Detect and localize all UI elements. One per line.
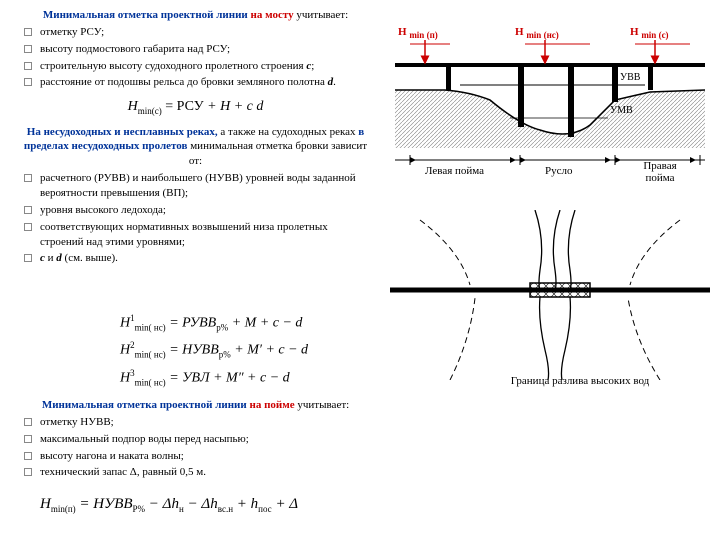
- li-text: соответствующих нормативных возвышений н…: [40, 221, 328, 248]
- li-text: уровня высокого ледохода;: [40, 204, 166, 216]
- fig1-umv: УМВ: [610, 105, 633, 116]
- lbl: H: [515, 26, 524, 38]
- li-text: технический запас Δ, равный 0,5 м.: [40, 466, 206, 478]
- f-tail: + M′ + c − d: [234, 343, 308, 358]
- list-item: максимальный подпор воды перед насыпью;: [24, 432, 373, 447]
- f1-c: + c: [234, 99, 253, 114]
- sec3-a: Минимальная отметка проектной линии: [42, 399, 247, 411]
- sec3-c: учитывает:: [297, 399, 349, 411]
- list-item: соответствующих нормативных возвышений н…: [24, 220, 373, 250]
- f3-s2: вс.н: [218, 504, 233, 514]
- li-text: высоту подмостового габарита над РСУ;: [40, 43, 230, 55]
- lbl-sub: min (нс): [526, 30, 558, 40]
- sec1-title-a: Минимальная отметка проектной линии: [43, 9, 248, 21]
- f-tail: + M″ + c − d: [213, 370, 290, 385]
- li-text: отметку РСУ;: [40, 26, 104, 38]
- f-sub: min( нс): [135, 322, 166, 332]
- f3-t2: − Δh: [188, 496, 218, 512]
- f3-s3: пос: [258, 504, 272, 514]
- sec2-b: а также на судоходных реках: [220, 126, 358, 138]
- li-text: максимальный подпор воды перед насыпью;: [40, 433, 249, 445]
- f-tail: + M + c − d: [232, 316, 303, 331]
- fig1-right: Правая пойма: [630, 160, 690, 184]
- li-text: расчетного (РУВВ) и наибольшего (НУВВ) у…: [40, 172, 356, 199]
- sec1-list: отметку РСУ; высоту подмостового габарит…: [18, 25, 373, 90]
- sec2-a: На несудоходных и несплавных реках,: [27, 126, 218, 138]
- sec1-title-c: учитывает:: [296, 9, 348, 21]
- li-text: ;: [311, 60, 314, 72]
- li-text: высоту нагона и наката волны;: [40, 450, 184, 462]
- fig1-H3: H min (с): [630, 26, 669, 40]
- f-sub: min( нс): [135, 377, 166, 387]
- sec3-b: на пойме: [250, 399, 295, 411]
- f-r: = РУВВ: [169, 316, 216, 331]
- f-lhs: H: [120, 316, 130, 331]
- formula-1: Hmin(с) = РСУ + H + c d: [18, 96, 373, 118]
- sec2-lead: На несудоходных и несплавных реках, а та…: [18, 125, 373, 170]
- f-lhs: H: [120, 343, 130, 358]
- f1-lhs-sub: min(с): [138, 106, 162, 116]
- list-item: высоту нагона и наката волны;: [24, 449, 373, 464]
- lbl-sub: min (п): [409, 30, 437, 40]
- list-item: расчетного (РУВВ) и наибольшего (НУВВ) у…: [24, 171, 373, 201]
- li-text: и: [45, 252, 56, 264]
- li-text: строительную высоту судоходного пролетно…: [40, 60, 304, 72]
- formula-row: Hmin(п) = НУВВP% − Δhн − Δhвс.н + hпос +…: [40, 490, 380, 519]
- f3-lhs-sub: min(п): [51, 504, 76, 514]
- sec2-d: минимальная отметка бровки зависит от:: [189, 140, 367, 167]
- list-item: отметку РСУ;: [24, 25, 373, 40]
- f3-lhs: H: [40, 496, 51, 512]
- sec3-list: отметку НУВВ; максимальный подпор воды п…: [18, 415, 373, 480]
- plan-view-diagram: [390, 210, 710, 380]
- li-text: .: [333, 76, 336, 88]
- f1-b: + H: [207, 99, 230, 114]
- formula-row: H1min( нс) = РУВВp% + M + c − d: [120, 310, 370, 337]
- f-psub: p%: [216, 322, 228, 332]
- list-item: отметку НУВВ;: [24, 415, 373, 430]
- f1-a: = РСУ: [165, 99, 203, 114]
- f3-psub: P%: [133, 504, 146, 514]
- f-sub: min( нс): [135, 350, 166, 360]
- fig1-left: Левая пойма: [425, 165, 484, 177]
- f3-s1: н: [179, 504, 184, 514]
- f3-t1: − Δh: [149, 496, 179, 512]
- sec1-title-b: на мосту: [251, 9, 294, 21]
- sec1-title: Минимальная отметка проектной линии на м…: [18, 8, 373, 23]
- fig1-uvv: УВВ: [620, 72, 640, 83]
- f1-d: d: [256, 99, 263, 114]
- f-lhs: H: [120, 370, 130, 385]
- fig1-H2: H min (нс): [515, 26, 559, 40]
- f3-t3: + h: [237, 496, 258, 512]
- formula-row: H2min( нс) = НУВВp% + M′ + c − d: [120, 337, 370, 364]
- list-item: расстояние от подошвы рельса до бровки з…: [24, 75, 373, 90]
- f-psub: p%: [219, 350, 231, 360]
- f3-t4: + Δ: [275, 496, 298, 512]
- lbl-sub: min (с): [641, 30, 668, 40]
- f1-lhs: H: [128, 99, 138, 114]
- li-text: расстояние от подошвы рельса до бровки з…: [40, 76, 325, 88]
- list-item: строительную высоту судоходного пролетно…: [24, 59, 373, 74]
- f-r: = НУВВ: [169, 343, 219, 358]
- sec3-block: Минимальная отметка проектной линии на п…: [18, 398, 373, 486]
- formula-block-2: H1min( нс) = РУВВp% + M + c − d H2min( н…: [120, 310, 370, 392]
- lbl: H: [630, 26, 639, 38]
- li-text: отметку НУВВ;: [40, 416, 114, 428]
- formula-row: H3min( нс) = УВЛ + M″ + c − d: [120, 365, 370, 392]
- fig1-mid: Русло: [545, 165, 573, 177]
- list-item: технический запас Δ, равный 0,5 м.: [24, 465, 373, 480]
- fig1-H1: H min (п): [398, 26, 438, 40]
- f-r: = УВЛ: [169, 370, 209, 385]
- list-item: уровня высокого ледохода;: [24, 203, 373, 218]
- list-item: c и d (см. выше).: [24, 251, 373, 266]
- figures-area: H min (п) H min (нс) H min (с) УВВ УМВ Л…: [390, 30, 710, 195]
- sec2-list: расчетного (РУВВ) и наибольшего (НУВВ) у…: [18, 171, 373, 266]
- list-item: высоту подмостового габарита над РСУ;: [24, 42, 373, 57]
- text-column: Минимальная отметка проектной линии на м…: [18, 8, 373, 272]
- f3-a: = НУВВ: [79, 496, 132, 512]
- fig2-caption: Граница разлива высоких вод: [480, 375, 680, 387]
- formula-3: Hmin(п) = НУВВP% − Δhн − Δhвс.н + hпос +…: [40, 490, 380, 519]
- li-text: (см. выше).: [62, 252, 118, 264]
- sec3-title: Минимальная отметка проектной линии на п…: [18, 398, 373, 413]
- lbl: H: [398, 26, 407, 38]
